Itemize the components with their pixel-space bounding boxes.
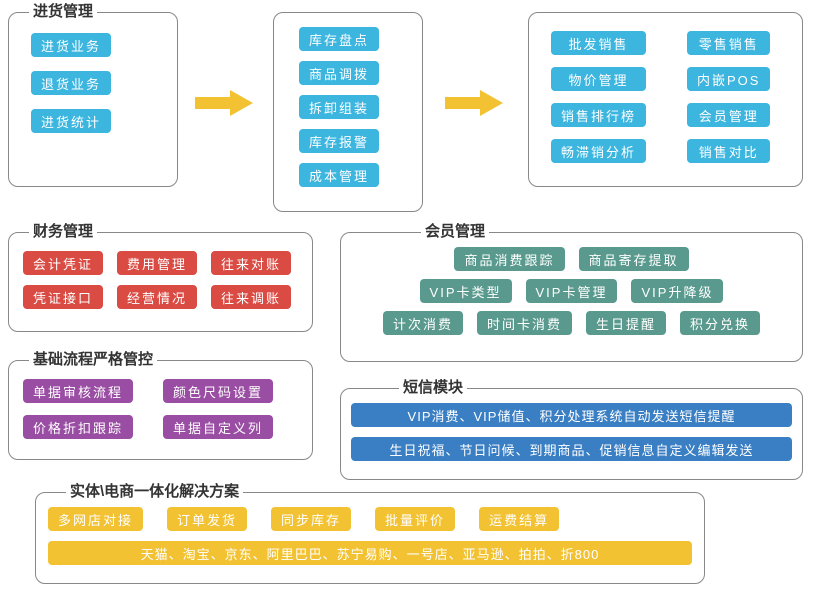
pill-birthday: 生日提醒 — [586, 311, 666, 335]
panel-member: 会员管理 商品消费跟踪 商品寄存提取 VIP卡类型 VIP卡管理 VIP升降级 … — [340, 232, 803, 362]
panel-sales: 批发销售 物价管理 销售排行榜 畅滞销分析 零售销售 内嵌POS 会员管理 销售… — [528, 12, 803, 187]
pill-ec-5: 运费结算 — [479, 507, 559, 531]
pill-count: 计次消费 — [383, 311, 463, 335]
pill-ec-platforms: 天猫、淘宝、京东、阿里巴巴、苏宁易购、一号店、亚马逊、拍拍、折800 — [48, 541, 692, 565]
pill-sms-1: VIP消费、VIP储值、积分处理系统自动发送短信提醒 — [351, 403, 792, 427]
pill-rank: 销售排行榜 — [551, 103, 646, 127]
pill-ec-2: 订单发货 — [167, 507, 247, 531]
pill-custom: 单据自定义列 — [163, 415, 273, 439]
arrow-icon — [195, 88, 255, 118]
pill-biz: 经营情况 — [117, 285, 197, 309]
pill-retail: 零售销售 — [687, 31, 770, 55]
pill-points: 积分兑换 — [680, 311, 760, 335]
pill-recon: 往来对账 — [211, 251, 291, 275]
panel-process-title: 基础流程严格管控 — [29, 348, 157, 369]
pill-discount: 价格折扣跟踪 — [23, 415, 133, 439]
pill-color: 颜色尺码设置 — [163, 379, 273, 403]
pill-audit: 单据审核流程 — [23, 379, 133, 403]
panel-sms: 短信模块 VIP消费、VIP储值、积分处理系统自动发送短信提醒 生日祝福、节日问… — [340, 388, 803, 480]
panel-finance: 财务管理 会计凭证 费用管理 往来对账 凭证接口 经营情况 往来调账 — [8, 232, 313, 332]
panel-sms-title: 短信模块 — [399, 376, 467, 397]
panel-finance-title: 财务管理 — [29, 220, 97, 241]
pill-adjust: 往来调账 — [211, 285, 291, 309]
pill-assemble: 拆卸组装 — [299, 95, 379, 119]
panel-member-title: 会员管理 — [421, 220, 489, 241]
pill-wholesale: 批发销售 — [551, 31, 646, 55]
pill-stats: 进货统计 — [31, 109, 111, 133]
pill-member: 会员管理 — [687, 103, 770, 127]
panel-ecommerce: 实体\电商一体化解决方案 多网店对接 订单发货 同步库存 批量评价 运费结算 天… — [35, 492, 705, 584]
panel-process: 基础流程严格管控 单据审核流程 颜色尺码设置 价格折扣跟踪 单据自定义列 — [8, 360, 313, 460]
pill-return: 退货业务 — [31, 71, 111, 95]
pill-voucher: 会计凭证 — [23, 251, 103, 275]
pill-deposit: 商品寄存提取 — [579, 247, 689, 271]
pill-cost: 成本管理 — [299, 163, 379, 187]
pill-viplevel: VIP升降级 — [631, 279, 723, 303]
panel-purchase-title: 进货管理 — [29, 0, 97, 21]
arrow-icon — [445, 88, 505, 118]
pill-purchase: 进货业务 — [31, 33, 111, 57]
panel-ecommerce-title: 实体\电商一体化解决方案 — [66, 480, 243, 501]
pill-ec-4: 批量评价 — [375, 507, 455, 531]
pill-inv-check: 库存盘点 — [299, 27, 379, 51]
pill-pos: 内嵌POS — [687, 67, 770, 91]
pill-compare: 销售对比 — [687, 139, 770, 163]
pill-transfer: 商品调拨 — [299, 61, 379, 85]
pill-analysis: 畅滞销分析 — [551, 139, 646, 163]
panel-inventory: 库存盘点 商品调拨 拆卸组装 库存报警 成本管理 — [273, 12, 423, 212]
pill-timecard: 时间卡消费 — [477, 311, 572, 335]
panel-purchase: 进货管理 进货业务 退货业务 进货统计 — [8, 12, 178, 187]
pill-track: 商品消费跟踪 — [454, 247, 564, 271]
pill-expense: 费用管理 — [117, 251, 197, 275]
pill-price: 物价管理 — [551, 67, 646, 91]
pill-ec-3: 同步库存 — [271, 507, 351, 531]
pill-vipmanage: VIP卡管理 — [526, 279, 618, 303]
pill-sms-2: 生日祝福、节日问候、到期商品、促销信息自定义编辑发送 — [351, 437, 792, 461]
pill-interface: 凭证接口 — [23, 285, 103, 309]
pill-viptype: VIP卡类型 — [420, 279, 512, 303]
pill-alarm: 库存报警 — [299, 129, 379, 153]
pill-ec-1: 多网店对接 — [48, 507, 143, 531]
